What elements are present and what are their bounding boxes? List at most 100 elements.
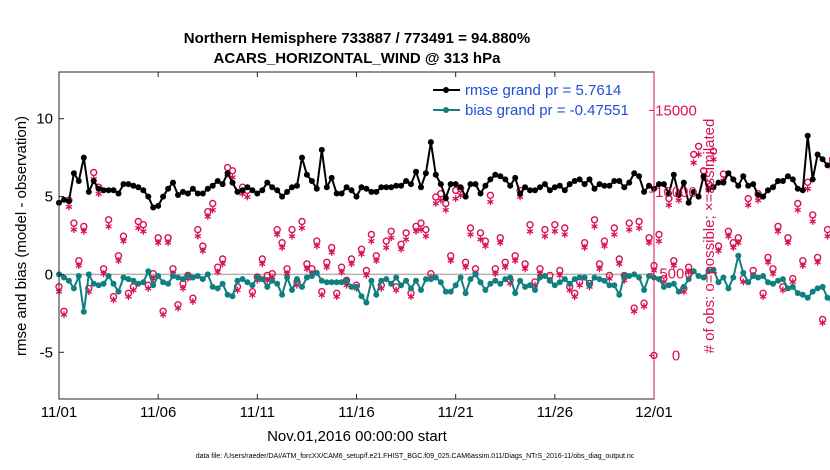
obs-possible-point-151	[804, 178, 812, 187]
rmse-point-59	[348, 187, 355, 194]
bias-point-75	[427, 276, 434, 283]
bias-point-80	[452, 282, 459, 289]
rmse-point-33	[219, 181, 226, 188]
rmse-point-129	[695, 193, 702, 200]
obs-assimilated-point-143	[764, 258, 772, 266]
obs-possible-point-117	[635, 217, 643, 226]
x-tick-label-4: 11/21	[437, 404, 473, 421]
obs-assimilated-point-25	[179, 285, 187, 292]
bias-point-125	[675, 288, 682, 295]
rmse-point-152	[809, 176, 816, 183]
obs-assimilated-point-118	[640, 303, 648, 310]
rmse-point-67	[388, 184, 395, 191]
rmse-point-114	[621, 184, 628, 191]
rmse-point-143	[765, 187, 771, 194]
obs-assimilated-point-59	[348, 260, 355, 268]
bias-point-92	[512, 290, 519, 297]
obs-assimilated-point-33	[219, 260, 226, 268]
obs-assimilated-point-16	[135, 224, 142, 232]
bias-point-91	[507, 274, 514, 281]
bias-point-33	[219, 280, 226, 287]
rmse-point-132	[710, 184, 717, 191]
bias-point-130	[700, 274, 707, 281]
bias-point-25	[180, 276, 186, 283]
rmse-point-27	[189, 185, 196, 192]
rmse-point-58	[343, 184, 350, 191]
obs-assimilated-point-32	[214, 268, 221, 276]
rmse-point-48	[294, 182, 300, 189]
obs-possible-point-108	[590, 216, 599, 224]
bias-point-152	[809, 288, 816, 295]
obs-assimilated-point-47	[288, 232, 296, 240]
rmse-point-51	[308, 178, 315, 184]
rmse-point-88	[492, 171, 499, 178]
obs-assimilated-point-1	[60, 311, 68, 318]
y-left-tick-label-2: 5	[45, 189, 53, 206]
obs-possible-point-3	[70, 219, 78, 227]
bias-point-35	[229, 293, 236, 300]
rmse-point-52	[313, 185, 320, 192]
bias-point-7	[90, 280, 97, 287]
obs-possible-point-95	[526, 220, 534, 229]
rmse-point-86	[482, 182, 489, 189]
rmse-point-44	[274, 187, 281, 194]
rmse-point-41	[259, 187, 266, 194]
obs-assimilated-point-11	[110, 296, 117, 304]
bias-point-58	[343, 277, 350, 284]
bias-point-4	[75, 273, 82, 279]
y-left-tick-label-1: 0	[45, 266, 53, 283]
bias-point-105	[576, 274, 583, 281]
obs-assimilated-point-85	[477, 236, 484, 243]
bias-point-34	[224, 291, 231, 298]
rmse-point-121	[656, 181, 662, 188]
obs-assimilated-point-38	[244, 193, 251, 201]
obs-possible-point-149	[794, 199, 802, 208]
obs-assimilated-point-10	[105, 223, 112, 230]
rmse-point-14	[125, 181, 132, 188]
bias-point-19	[150, 282, 157, 289]
obs-assimilated-point-124	[670, 262, 678, 269]
obs-assimilated-point-55	[328, 249, 336, 256]
bias-point-67	[388, 280, 395, 287]
y-left-tick-label-0: -5	[40, 344, 53, 361]
rmse-point-110	[601, 182, 608, 189]
bias-point-142	[760, 273, 767, 279]
y-axis-left: -5 0 5 10	[36, 111, 64, 361]
obs-assimilated-point-117	[635, 224, 643, 232]
bias-point-151	[804, 294, 811, 301]
y-axis-left-label: rmse and bias (model - observation)	[13, 116, 30, 356]
rmse-point-30	[204, 185, 211, 192]
bias-point-138	[740, 269, 747, 276]
bias-point-12	[115, 288, 122, 295]
obs-assimilated-point-63	[368, 237, 375, 245]
rmse-point-154	[819, 156, 826, 163]
obs-assimilated-point-105	[576, 281, 583, 289]
obs-possible-point-115	[625, 219, 633, 227]
x-tick-label-5: 11/26	[537, 404, 573, 421]
rmse-point-106	[581, 181, 588, 188]
bias-point-143	[765, 279, 771, 286]
obs-assimilated-point-57	[338, 268, 345, 276]
rmse-point-39	[249, 187, 256, 194]
rmse-point-140	[750, 181, 757, 188]
obs-assimilated-point-5	[80, 227, 88, 235]
series-layer	[55, 132, 830, 360]
bias-point-55	[328, 279, 335, 286]
obs-assimilated-point-133	[715, 247, 722, 255]
bias-point-89	[497, 280, 504, 287]
rmse-point-91	[507, 182, 514, 189]
obs-assimilated-point-102	[561, 231, 569, 238]
bias-point-49	[299, 283, 305, 290]
obs-assimilated-point-52	[313, 242, 321, 250]
obs-assimilated-point-153	[814, 258, 821, 266]
obs-assimilated-point-127	[685, 268, 693, 276]
obs-possible-point-49	[298, 217, 306, 226]
rmse-point-43	[269, 184, 276, 191]
rmse-point-8	[95, 185, 102, 192]
rmse-point-113	[616, 178, 623, 184]
bias-point-149	[794, 290, 801, 297]
bias-point-77	[437, 279, 444, 286]
rmse-point-151	[804, 132, 811, 139]
rmse-point-131	[705, 185, 712, 192]
obs-possible-point-7	[89, 168, 98, 177]
